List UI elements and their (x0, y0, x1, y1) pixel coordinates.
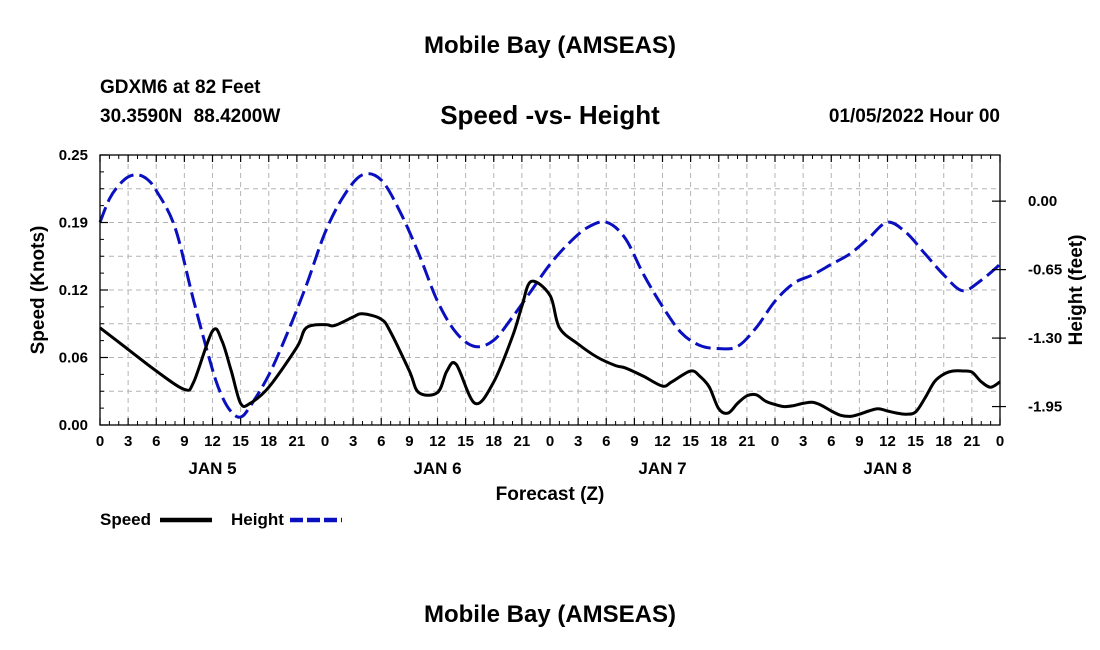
legend: Speed Height (100, 510, 342, 529)
y2-tick-label: -0.65 (1028, 262, 1062, 279)
x-tick-label: 18 (260, 433, 277, 450)
x-tick-label: 9 (405, 433, 413, 450)
chart-title: Speed -vs- Height (440, 100, 660, 130)
day-label: JAN 7 (638, 459, 686, 478)
x-tick-label: 21 (964, 433, 981, 450)
x-tick-label: 15 (232, 433, 249, 450)
coordinates-label: 30.3590N 88.4200W (100, 106, 281, 127)
x-tick-label: 0 (96, 433, 104, 450)
x-tick-label: 21 (739, 433, 756, 450)
x-tick-label: 18 (710, 433, 727, 450)
x-tick-label: 0 (546, 433, 554, 450)
footer-title: Mobile Bay (AMSEAS) (423, 601, 677, 628)
station-label: GDXM6 at 82 Feet (100, 77, 261, 98)
x-tick-label: 6 (377, 433, 385, 450)
forecast-date-label: 01/05/2022 Hour 00 (828, 106, 1000, 127)
x-axis-title: Forecast (Z) (496, 484, 605, 505)
main-title: Mobile Bay (AMSEAS) (423, 32, 677, 59)
axes: 0 3 6 9 12 15 18 21 0 3 6 9 12 15 18 21 0 3 6 9 12 15 18 21 0 3 6 9… (59, 147, 1062, 478)
x-tick-label: 21 (514, 433, 531, 450)
x-tick-label: 0 (771, 433, 779, 450)
x-tick-label: 3 (799, 433, 807, 450)
x-tick-label: 9 (855, 433, 863, 450)
y2-tick-label: -1.30 (1028, 330, 1062, 347)
day-label: JAN 6 (413, 459, 461, 478)
day-label: JAN 5 (188, 459, 236, 478)
x-tick-label: 12 (204, 433, 221, 450)
y-tick-label: 0.06 (59, 350, 88, 367)
series-line-speed (99, 279, 1001, 418)
day-label: JAN 8 (863, 459, 911, 478)
x-tick-label: 3 (124, 433, 132, 450)
x-tick-label: 0 (996, 433, 1004, 450)
x-tick-label: 0 (321, 433, 329, 450)
x-tick-label: 9 (180, 433, 188, 450)
grid (100, 155, 1000, 425)
x-tick-label: 3 (574, 433, 582, 450)
y-tick-label: 0.25 (59, 147, 88, 164)
x-tick-label: 18 (935, 433, 952, 450)
x-tick-label: 18 (485, 433, 502, 450)
x-tick-label: 6 (827, 433, 835, 450)
y2-axis-title: Height (feet) (1066, 235, 1087, 346)
legend-label-speed: Speed (100, 510, 151, 529)
x-tick-label: 6 (152, 433, 160, 450)
x-tick-label: 9 (630, 433, 638, 450)
y-tick-label: 0.12 (59, 282, 88, 299)
y2-tick-label: 0.00 (1028, 193, 1057, 210)
x-tick-label: 15 (907, 433, 924, 450)
x-tick-label: 3 (349, 433, 357, 450)
legend-label-height: Height (231, 510, 284, 529)
x-tick-label: 15 (682, 433, 699, 450)
series-layer (98, 172, 1001, 419)
y-axis-title: Speed (Knots) (28, 226, 49, 355)
y2-tick-label: -1.95 (1028, 399, 1062, 416)
y-tick-label: 0.19 (59, 215, 88, 232)
x-tick-label: 12 (429, 433, 446, 450)
x-tick-label: 15 (457, 433, 474, 450)
x-tick-label: 12 (879, 433, 896, 450)
x-tick-label: 6 (602, 433, 610, 450)
x-tick-label: 12 (654, 433, 671, 450)
x-tick-label: 21 (289, 433, 306, 450)
y-tick-label: 0.00 (59, 417, 88, 434)
